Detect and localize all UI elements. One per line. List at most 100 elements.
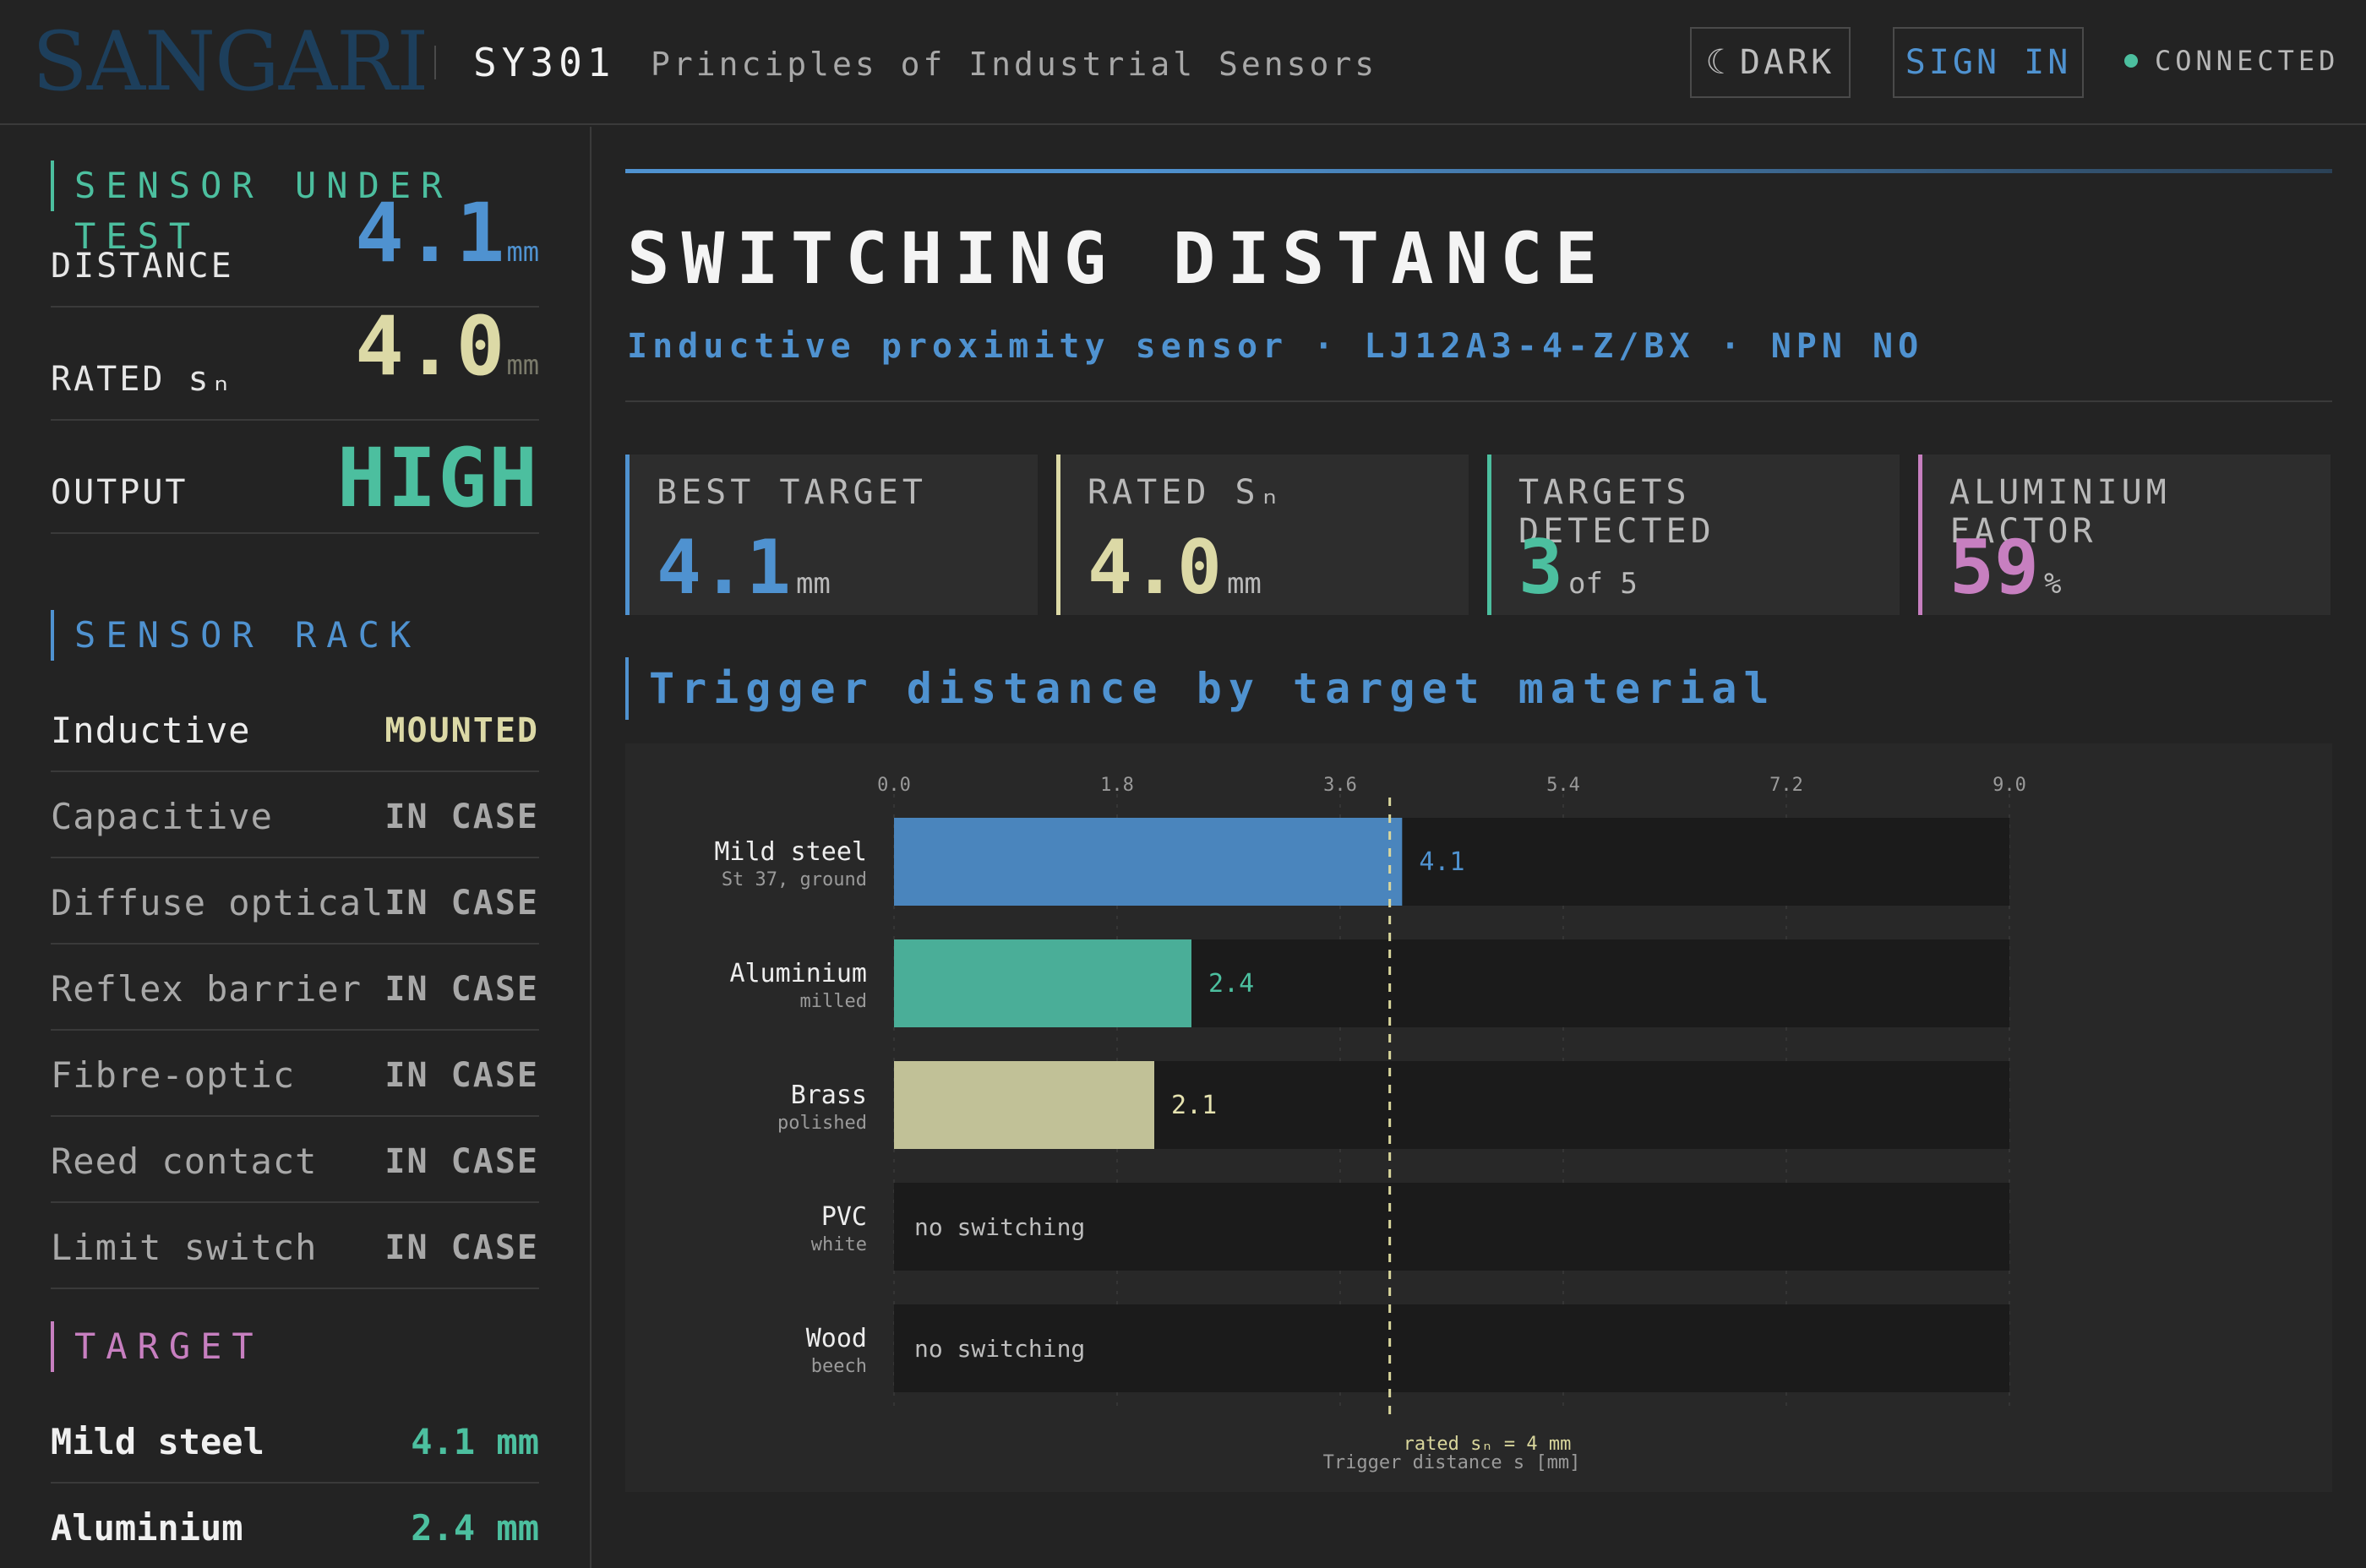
readout-distance: DISTANCE 4.1mm — [51, 191, 539, 308]
theme-toggle-button[interactable]: ☾ DARK — [1690, 27, 1851, 98]
connection-status: CONNECTED — [2124, 44, 2339, 78]
category-label: Wood — [806, 1324, 867, 1353]
rack-item-status: IN CASE — [384, 970, 539, 1009]
category-note: St 37, ground — [722, 869, 867, 890]
stat-card-title: BEST TARGET — [657, 473, 927, 512]
bar-value-label: 4.1 — [1419, 847, 1464, 877]
readout-value: 4.1mm — [355, 191, 539, 294]
readout-unit: mm — [506, 236, 539, 268]
rack-item-diffuse-optical[interactable]: Diffuse optical IN CASE — [51, 858, 539, 945]
target-item-aluminium[interactable]: Aluminium 2.4 mm — [51, 1484, 539, 1568]
x-tick-label: 9.0 — [1993, 775, 2026, 796]
rack-item-reflex-barrier[interactable]: Reflex barrier IN CASE — [51, 945, 539, 1031]
stat-card-unit: % — [2043, 567, 2062, 601]
rack-item-status: IN CASE — [384, 1142, 539, 1181]
top-bar: SANGARI SY301 Principles of Industrial S… — [0, 0, 2366, 125]
x-tick-label: 7.2 — [1769, 775, 1803, 796]
target-item-value: 2.4 mm — [411, 1507, 539, 1549]
category-note: milled — [800, 991, 867, 1012]
rack-item-limit-switch[interactable]: Limit switch IN CASE — [51, 1203, 539, 1289]
stat-card-targets-detected: TARGETS DETECTED 3 of 5 — [1487, 455, 1900, 615]
readout-label: OUTPUT — [51, 473, 188, 512]
bar — [894, 939, 1191, 1027]
rack-item-name: Inductive — [51, 710, 251, 751]
readout-label: DISTANCE — [51, 247, 234, 286]
bar-value-label: 2.1 — [1171, 1091, 1217, 1120]
x-tick-label: 1.8 — [1100, 775, 1134, 796]
rack-item-capacitive[interactable]: Capacitive IN CASE — [51, 772, 539, 858]
stat-card-number: 3 — [1518, 524, 1563, 611]
sidebar: SENSOR UNDER TEST DISTANCE 4.1mm RATED s… — [0, 127, 592, 1568]
bar-value-label: no switching — [914, 1335, 1085, 1363]
target-item-mild-steel[interactable]: Mild steel 4.1 mm — [51, 1397, 539, 1484]
rack-item-status: MOUNTED — [384, 711, 539, 750]
stat-card-number: 4.0 — [1088, 524, 1222, 611]
readout-number: 4.1 — [355, 186, 507, 280]
chart-panel: 0.0 1.8 3.6 5.4 7.2 9.0 4.1 Mild steel St 37, gr… — [625, 743, 2332, 1492]
stat-card-title: RATED Sₙ — [1088, 473, 1284, 512]
stat-card-title: ALUMINIUM FACTOR — [1949, 473, 2171, 551]
x-tick-label: 5.4 — [1546, 775, 1580, 796]
readout-output: OUTPUT HIGH — [51, 421, 539, 534]
brand-logo[interactable]: SANGARI — [32, 14, 428, 109]
bar — [894, 818, 1403, 906]
category-note: beech — [811, 1356, 867, 1377]
stat-card-value: 3 of 5 — [1518, 527, 1638, 624]
page-title: SWITCHING DISTANCE — [627, 217, 1610, 300]
stat-card-value: 4.0 mm — [1088, 527, 1262, 624]
rack-item-name: Limit switch — [51, 1227, 318, 1268]
stat-card-number: 4.1 — [657, 524, 791, 611]
category-label: Brass — [791, 1081, 867, 1110]
rack-item-reed-contact[interactable]: Reed contact IN CASE — [51, 1117, 539, 1203]
category-label: Mild steel — [714, 837, 867, 867]
category-label: PVC — [821, 1202, 867, 1232]
category-label: Aluminium — [729, 959, 867, 988]
bar-value-label: 2.4 — [1208, 969, 1254, 999]
category-note: polished — [777, 1113, 867, 1134]
category-note: white — [811, 1234, 867, 1255]
sensor-section-title: SENSOR UNDER TEST — [51, 161, 590, 257]
rack-item-status: IN CASE — [384, 1056, 539, 1095]
stat-card-value: 59% — [1949, 527, 2061, 624]
chart-title: Trigger distance by target material — [625, 657, 1776, 720]
bar-track — [894, 1183, 2009, 1271]
rack-item-fibre-optic[interactable]: Fibre-optic IN CASE — [51, 1031, 539, 1117]
target-item-value: 4.1 mm — [411, 1421, 539, 1462]
bar-track — [894, 1304, 2009, 1392]
stat-card-unit: of 5 — [1567, 567, 1638, 601]
stat-card-number: 59 — [1949, 524, 2039, 611]
rack-item-name: Reed contact — [51, 1141, 318, 1182]
moon-icon: ☾ — [1705, 43, 1730, 82]
rack-item-name: Reflex barrier — [51, 968, 363, 1010]
rack-item-name: Diffuse optical — [51, 882, 384, 923]
course-title: Principles of Industrial Sensors — [651, 46, 1378, 83]
target-section-title: TARGET — [51, 1321, 264, 1372]
stat-card-unit: mm — [795, 567, 831, 601]
x-tick-label: 3.6 — [1323, 775, 1357, 796]
course-code: SY301 — [473, 40, 616, 85]
x-tick-label: 0.0 — [877, 775, 911, 796]
rated-reference-label: rated sₙ = 4 mm — [1404, 1434, 1572, 1455]
readout-value: 4.0mm — [355, 304, 539, 407]
rack-item-status: IN CASE — [384, 1228, 539, 1267]
rack-item-name: Capacitive — [51, 796, 273, 837]
readout-value: HIGH — [336, 431, 539, 525]
readout-unit: mm — [506, 349, 539, 381]
stat-card-rated: RATED Sₙ 4.0 mm — [1056, 455, 1469, 615]
divider — [625, 400, 2332, 402]
rack-item-status: IN CASE — [384, 884, 539, 923]
status-dot-icon — [2124, 54, 2138, 68]
stat-card-value: 4.1 mm — [657, 527, 831, 624]
x-axis-title: Trigger distance s [mm] — [1323, 1452, 1581, 1473]
theme-toggle-label: DARK — [1739, 43, 1835, 82]
rack-item-name: Fibre-optic — [51, 1054, 296, 1096]
rack-item-inductive[interactable]: Inductive MOUNTED — [51, 686, 539, 772]
header-divider — [434, 46, 436, 79]
bar-value-label: no switching — [914, 1213, 1085, 1241]
sign-in-button[interactable]: SIGN IN — [1893, 27, 2084, 98]
rack-section-title: SENSOR RACK — [51, 610, 421, 661]
target-item-name: Aluminium — [51, 1507, 243, 1549]
page-subtitle: Inductive proximity sensor · LJ12A3-4-Z/… — [627, 327, 1924, 366]
stat-card-best-target: BEST TARGET 4.1 mm — [625, 455, 1038, 615]
